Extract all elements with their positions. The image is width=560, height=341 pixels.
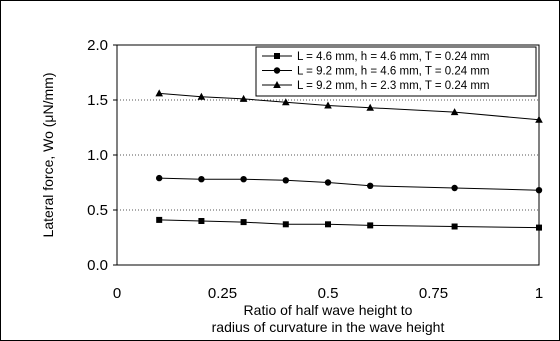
- data-point-triangle: [535, 115, 543, 123]
- series-triangle: [155, 89, 543, 123]
- data-point-triangle: [239, 94, 248, 102]
- data-point-square: [536, 224, 542, 231]
- series-square: [156, 216, 542, 231]
- y-tick-label: 0.0: [87, 257, 108, 274]
- y-axis-ticks: 0.0 0.5 1.0 1.5 2.0: [87, 37, 117, 274]
- x-axis-title-line2: radius of curvature in the wave height: [212, 319, 445, 335]
- series-line: [159, 177, 540, 191]
- x-tick-label: 0.75: [419, 285, 448, 302]
- data-point-circle: [451, 184, 458, 192]
- data-point-circle: [240, 176, 247, 183]
- legend-label: L = 9.2 mm, h = 4.6 mm, T = 0.24 mm: [297, 66, 490, 78]
- grid-lines: [117, 99, 539, 211]
- x-tick-label: 0.25: [208, 285, 237, 302]
- data-point-circle: [535, 187, 543, 194]
- legend-label: L = 9.2 mm, h = 2.3 mm, T = 0.24 mm: [297, 80, 490, 92]
- data-point-circle: [198, 176, 205, 183]
- series-line: [159, 92, 540, 121]
- x-tick-label: 0.5: [318, 285, 339, 302]
- legend-marker-triangle: [273, 81, 281, 88]
- data-point-triangle: [155, 89, 163, 97]
- data-point-square: [451, 223, 458, 230]
- x-axis-ticks: 0 0.25 0.5 0.75 1: [113, 285, 543, 302]
- x-axis-title-line1: Ratio of half wave height to: [244, 302, 413, 318]
- y-axis-title: Lateral force, Wo (μN/mm): [40, 73, 56, 238]
- data-point-circle: [282, 177, 289, 184]
- x-tick-label: 1: [535, 285, 543, 302]
- y-tick-label: 0.5: [87, 202, 108, 219]
- data-point-square: [282, 221, 289, 228]
- legend-marker-circle: [273, 67, 281, 74]
- legend-label: L = 4.6 mm, h = 4.6 mm, T = 0.24 mm: [297, 51, 490, 63]
- legend-marker-square: [274, 53, 280, 59]
- y-tick-label: 1.5: [87, 92, 108, 109]
- data-point-triangle: [282, 98, 290, 106]
- data-point-triangle: [450, 108, 459, 116]
- data-point-square: [240, 219, 247, 226]
- data-point-circle: [367, 182, 374, 189]
- data-point-triangle: [197, 92, 206, 100]
- y-tick-label: 1.0: [87, 147, 108, 164]
- series-line: [159, 219, 540, 229]
- data-point-triangle: [324, 101, 332, 109]
- data-point-circle: [156, 174, 163, 182]
- series-circle: [156, 174, 543, 194]
- x-tick-label: 0: [113, 285, 121, 302]
- series-group: [155, 89, 543, 231]
- legend-box: [255, 46, 537, 97]
- data-point-square: [198, 218, 205, 224]
- data-point-square: [367, 222, 374, 229]
- y-tick-label: 2.0: [87, 37, 108, 54]
- data-point-triangle: [366, 103, 374, 111]
- data-point-square: [325, 221, 331, 228]
- data-point-circle: [324, 179, 332, 186]
- data-point-square: [156, 216, 163, 223]
- legend: L = 4.6 mm, h = 4.6 mm, T = 0.24 mm L = 9…: [255, 46, 537, 97]
